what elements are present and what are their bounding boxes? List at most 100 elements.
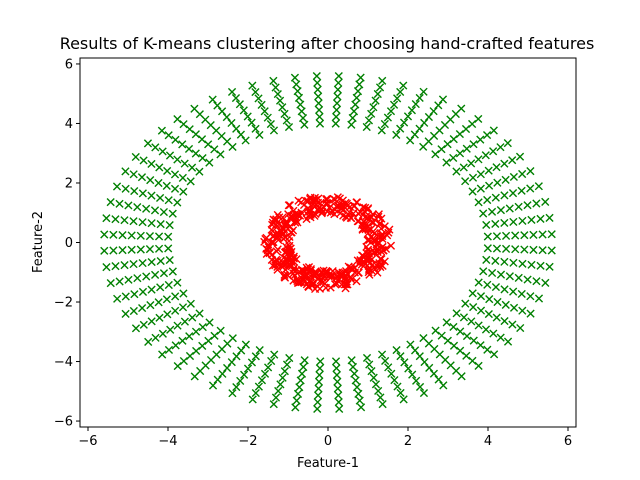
data-point-green bbox=[227, 118, 236, 128]
data-point-red bbox=[321, 283, 330, 292]
data-point-red bbox=[291, 218, 300, 227]
data-point-red bbox=[305, 207, 315, 216]
data-point-green bbox=[254, 382, 263, 391]
data-point-green bbox=[365, 360, 374, 369]
x-tick-label: 0 bbox=[324, 434, 332, 449]
data-point-green bbox=[173, 361, 182, 371]
data-point-red bbox=[294, 278, 303, 287]
data-point-green bbox=[204, 140, 213, 149]
data-point-green bbox=[462, 351, 471, 360]
data-point-green bbox=[532, 199, 541, 208]
data-point-green bbox=[154, 232, 164, 241]
data-point-green bbox=[257, 100, 266, 109]
data-point-green bbox=[185, 332, 194, 341]
data-point-green bbox=[529, 230, 538, 239]
data-point-green bbox=[275, 96, 285, 105]
data-point-green bbox=[442, 318, 451, 327]
data-point-green bbox=[483, 232, 492, 241]
data-point-green bbox=[396, 124, 405, 133]
data-point-green bbox=[526, 309, 535, 318]
data-point-green bbox=[260, 369, 270, 378]
data-point-green bbox=[216, 150, 225, 159]
data-point-green bbox=[335, 404, 344, 414]
data-point-green bbox=[331, 357, 341, 366]
data-point-red bbox=[377, 255, 386, 264]
data-point-green bbox=[457, 104, 466, 113]
data-point-red bbox=[362, 253, 372, 262]
data-point-green bbox=[314, 105, 324, 115]
data-point-green bbox=[190, 104, 199, 113]
data-point-green bbox=[399, 395, 408, 404]
data-point-red bbox=[376, 219, 385, 228]
data-point-green bbox=[290, 73, 300, 82]
data-point-green bbox=[130, 186, 139, 196]
data-point-green bbox=[373, 89, 382, 99]
data-point-green bbox=[142, 204, 151, 213]
data-point-green bbox=[386, 107, 396, 116]
data-point-green bbox=[518, 169, 527, 179]
data-point-green bbox=[489, 329, 498, 338]
data-point-green bbox=[489, 126, 498, 135]
data-point-green bbox=[476, 292, 486, 301]
data-point-green bbox=[355, 80, 364, 89]
data-point-green bbox=[239, 106, 248, 115]
data-point-green bbox=[173, 278, 182, 287]
data-point-green bbox=[243, 112, 252, 121]
data-point-green bbox=[333, 377, 342, 386]
data-point-green bbox=[493, 297, 502, 307]
data-point-green bbox=[154, 178, 163, 188]
data-point-green bbox=[314, 92, 323, 101]
data-point-red bbox=[283, 271, 292, 280]
data-point-green bbox=[278, 103, 287, 112]
data-point-green bbox=[459, 163, 468, 172]
data-point-green bbox=[491, 282, 501, 292]
data-point-green bbox=[392, 130, 401, 139]
data-point-green bbox=[164, 232, 173, 241]
data-point-green bbox=[100, 246, 109, 255]
data-point-green bbox=[461, 177, 470, 186]
data-point-green bbox=[227, 87, 237, 97]
data-point-green bbox=[179, 356, 188, 366]
data-point-green bbox=[443, 336, 452, 345]
data-point-green bbox=[240, 370, 249, 379]
data-point-green bbox=[367, 367, 376, 376]
data-point-green bbox=[138, 303, 147, 313]
data-point-green bbox=[438, 95, 448, 104]
data-point-green bbox=[474, 114, 483, 124]
data-point-green bbox=[419, 388, 429, 398]
data-point-green bbox=[136, 231, 145, 240]
data-point-green bbox=[162, 295, 171, 304]
data-point-green bbox=[489, 147, 498, 156]
data-point-green bbox=[315, 119, 325, 128]
data-point-green bbox=[520, 245, 529, 254]
data-point-green bbox=[147, 285, 156, 294]
data-point-green bbox=[248, 81, 257, 90]
data-point-green bbox=[127, 245, 136, 254]
data-point-green bbox=[496, 206, 505, 215]
data-point-green bbox=[467, 317, 476, 326]
data-point-green bbox=[500, 257, 509, 266]
data-point-red bbox=[280, 248, 290, 257]
data-point-green bbox=[371, 380, 381, 389]
data-point-green bbox=[133, 203, 142, 212]
data-point-green bbox=[469, 336, 478, 345]
x-tick-label: −6 bbox=[78, 434, 97, 449]
data-point-green bbox=[380, 119, 389, 129]
data-point-green bbox=[509, 258, 518, 267]
data-point-green bbox=[378, 76, 387, 85]
data-point-green bbox=[492, 244, 502, 253]
data-point-green bbox=[146, 301, 155, 310]
data-point-green bbox=[354, 389, 363, 398]
data-point-green bbox=[523, 201, 532, 210]
data-point-green bbox=[455, 149, 465, 158]
data-point-green bbox=[165, 151, 175, 160]
data-point-green bbox=[355, 396, 364, 405]
data-point-green bbox=[316, 357, 325, 366]
data-point-green bbox=[254, 94, 263, 103]
data-point-green bbox=[171, 292, 180, 301]
data-point-green bbox=[333, 92, 342, 101]
x-axis-label: Feature-1 bbox=[297, 456, 359, 471]
data-point-green bbox=[431, 326, 440, 335]
data-point-green bbox=[518, 216, 527, 226]
data-point-green bbox=[217, 107, 227, 116]
